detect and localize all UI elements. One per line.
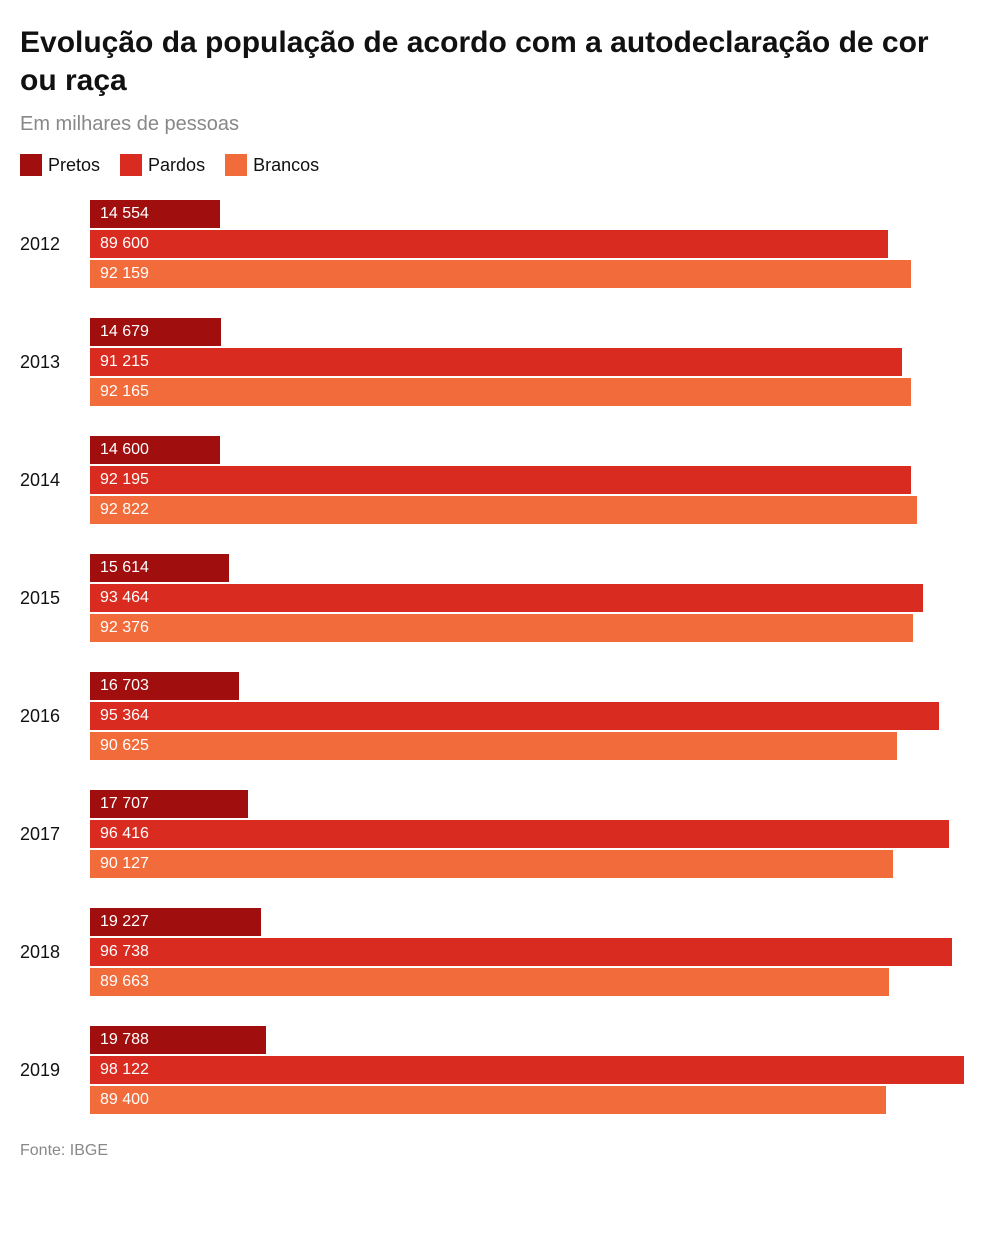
bar: 96 738 (90, 938, 952, 966)
bar-value-label: 15 614 (100, 559, 149, 577)
legend-item: Pretos (20, 154, 100, 176)
bar: 90 127 (90, 850, 893, 878)
legend-label: Pardos (148, 155, 205, 176)
source-text: Fonte: IBGE (20, 1142, 964, 1160)
bar: 89 400 (90, 1086, 886, 1114)
bar: 89 600 (90, 230, 888, 258)
bar-value-label: 91 215 (100, 353, 149, 371)
chart-subtitle: Em milhares de pessoas (20, 113, 964, 136)
bar: 19 227 (90, 908, 261, 936)
bar: 92 165 (90, 378, 911, 406)
bar-value-label: 98 122 (100, 1061, 149, 1079)
bar-stack: 15 614 93 464 92 376 (90, 554, 964, 642)
bar-value-label: 89 600 (100, 235, 149, 253)
bar-value-label: 14 679 (100, 323, 149, 341)
year-group: 2012 14 554 89 600 92 159 (20, 200, 964, 288)
bar-value-label: 92 165 (100, 383, 149, 401)
bar: 91 215 (90, 348, 902, 376)
year-group: 2017 17 707 96 416 90 127 (20, 790, 964, 878)
bar-value-label: 17 707 (100, 795, 149, 813)
bar-value-label: 96 416 (100, 825, 149, 843)
bar: 95 364 (90, 702, 939, 730)
bar-value-label: 16 703 (100, 677, 149, 695)
bar: 89 663 (90, 968, 889, 996)
bar-value-label: 95 364 (100, 707, 149, 725)
year-label: 2017 (20, 824, 76, 845)
bar-value-label: 92 822 (100, 501, 149, 519)
legend-item: Pardos (120, 154, 205, 176)
bar-stack: 19 788 98 122 89 400 (90, 1026, 964, 1114)
bar: 14 554 (90, 200, 220, 228)
bar-value-label: 19 788 (100, 1031, 149, 1049)
bar: 14 679 (90, 318, 221, 346)
bar: 92 195 (90, 466, 911, 494)
year-label: 2016 (20, 706, 76, 727)
bar-chart: 2012 14 554 89 600 92 159 2013 14 679 91 215 92… (20, 200, 964, 1114)
bar-stack: 17 707 96 416 90 127 (90, 790, 964, 878)
bar-value-label: 14 554 (100, 205, 149, 223)
bar: 92 159 (90, 260, 911, 288)
bar: 16 703 (90, 672, 239, 700)
bar-value-label: 96 738 (100, 943, 149, 961)
year-label: 2012 (20, 234, 76, 255)
bar-value-label: 93 464 (100, 589, 149, 607)
year-group: 2015 15 614 93 464 92 376 (20, 554, 964, 642)
legend-label: Brancos (253, 155, 319, 176)
bar-value-label: 90 625 (100, 737, 149, 755)
bar-value-label: 92 376 (100, 619, 149, 637)
year-label: 2015 (20, 588, 76, 609)
legend-swatch (120, 154, 142, 176)
bar-stack: 14 600 92 195 92 822 (90, 436, 964, 524)
legend-label: Pretos (48, 155, 100, 176)
chart-title: Evolução da população de acordo com a au… (20, 24, 964, 99)
year-group: 2013 14 679 91 215 92 165 (20, 318, 964, 406)
bar: 98 122 (90, 1056, 964, 1084)
year-label: 2013 (20, 352, 76, 373)
bar-value-label: 92 195 (100, 471, 149, 489)
bar-stack: 16 703 95 364 90 625 (90, 672, 964, 760)
bar: 19 788 (90, 1026, 266, 1054)
bar-value-label: 92 159 (100, 265, 149, 283)
legend-swatch (225, 154, 247, 176)
bar-value-label: 90 127 (100, 855, 149, 873)
bar-value-label: 19 227 (100, 913, 149, 931)
legend-item: Brancos (225, 154, 319, 176)
legend: Pretos Pardos Brancos (20, 154, 964, 176)
year-group: 2019 19 788 98 122 89 400 (20, 1026, 964, 1114)
bar-stack: 19 227 96 738 89 663 (90, 908, 964, 996)
bar: 17 707 (90, 790, 248, 818)
bar: 92 822 (90, 496, 917, 524)
bar-stack: 14 679 91 215 92 165 (90, 318, 964, 406)
bar: 15 614 (90, 554, 229, 582)
year-label: 2019 (20, 1060, 76, 1081)
bar: 93 464 (90, 584, 923, 612)
year-group: 2018 19 227 96 738 89 663 (20, 908, 964, 996)
bar-value-label: 89 663 (100, 973, 149, 991)
bar: 92 376 (90, 614, 913, 642)
bar: 90 625 (90, 732, 897, 760)
bar-value-label: 89 400 (100, 1091, 149, 1109)
bar: 96 416 (90, 820, 949, 848)
year-label: 2014 (20, 470, 76, 491)
year-group: 2016 16 703 95 364 90 625 (20, 672, 964, 760)
bar: 14 600 (90, 436, 220, 464)
legend-swatch (20, 154, 42, 176)
year-group: 2014 14 600 92 195 92 822 (20, 436, 964, 524)
bar-stack: 14 554 89 600 92 159 (90, 200, 964, 288)
bar-value-label: 14 600 (100, 441, 149, 459)
year-label: 2018 (20, 942, 76, 963)
